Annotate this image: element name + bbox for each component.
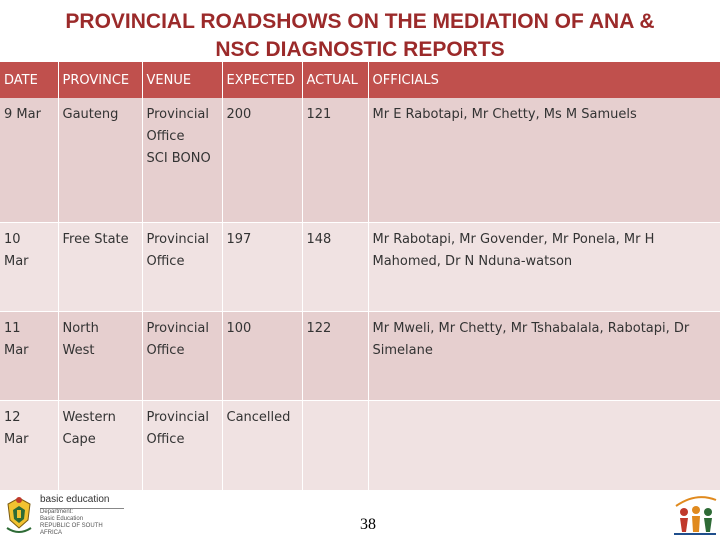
header-expected: EXPECTED: [222, 62, 303, 98]
cell-officials: Mr E Rabotapi, Mr Chetty, Ms M Samuels: [368, 98, 720, 223]
cell-province: Gauteng: [58, 98, 143, 223]
logo-sub-text-1: Department:: [40, 508, 74, 515]
cell-expected: 197: [222, 222, 303, 312]
slide-title: PROVINCIAL ROADSHOWS ON THE MEDIATION OF…: [0, 8, 720, 64]
table-row: 10 Mar Free State Provincial Office 197 …: [0, 222, 720, 312]
cell-date: 10 Mar: [0, 222, 59, 312]
slide-title-line-1: PROVINCIAL ROADSHOWS ON THE MEDIATION OF…: [65, 10, 655, 33]
table-row: 9 Mar Gauteng Provincial Office SCI BONO…: [0, 98, 720, 223]
cell-province: Free State: [58, 222, 143, 312]
education-figures-icon: [674, 496, 717, 535]
cell-date: 11 Mar: [0, 311, 59, 401]
coat-of-arms-icon: [6, 497, 32, 533]
header-actual: ACTUAL: [302, 62, 369, 98]
slide-title-line-2: NSC DIAGNOSTIC REPORTS: [215, 38, 505, 61]
cell-venue: Provincial Office: [142, 311, 223, 401]
roadshow-table: DATE PROVINCE VENUE EXPECTED ACTUAL OFFI…: [0, 62, 720, 491]
cell-officials: [368, 400, 720, 491]
cell-expected: 100: [222, 311, 303, 401]
cell-actual: 121: [302, 98, 369, 223]
table-header-row: DATE PROVINCE VENUE EXPECTED ACTUAL OFFI…: [0, 62, 720, 98]
cell-venue: Provincial Office: [142, 222, 223, 312]
header-officials: OFFICIALS: [368, 62, 720, 98]
page-number: 38: [360, 516, 376, 533]
cell-officials: Mr Rabotapi, Mr Govender, Mr Ponela, Mr …: [368, 222, 720, 312]
logo-sub-text-2: Basic Education: [40, 515, 84, 522]
cell-expected: Cancelled: [222, 400, 303, 491]
cell-actual: [302, 400, 369, 491]
header-venue: VENUE: [142, 62, 223, 98]
table-row: 11 Mar North West Provincial Office 100 …: [0, 311, 720, 401]
cell-date: 9 Mar: [0, 98, 59, 223]
header-province: PROVINCE: [58, 62, 143, 98]
cell-venue: Provincial Office: [142, 400, 223, 491]
cell-expected: 200: [222, 98, 303, 223]
cell-province: Western Cape: [58, 400, 143, 491]
header-date: DATE: [0, 62, 59, 98]
cell-actual: 148: [302, 222, 369, 312]
logo-main-text: basic education: [40, 494, 124, 509]
cell-officials: Mr Mweli, Mr Chetty, Mr Tshabalala, Rabo…: [368, 311, 720, 401]
cell-actual: 122: [302, 311, 369, 401]
basic-education-logo: basic education Department: Basic Educat…: [4, 492, 124, 538]
cell-province: North West: [58, 311, 143, 401]
cell-date: 12 Mar: [0, 400, 59, 491]
logo-sub-text-3: REPUBLIC OF SOUTH AFRICA: [40, 522, 103, 536]
cell-venue: Provincial Office SCI BONO: [142, 98, 223, 223]
table-row: 12 Mar Western Cape Provincial Office Ca…: [0, 400, 720, 491]
